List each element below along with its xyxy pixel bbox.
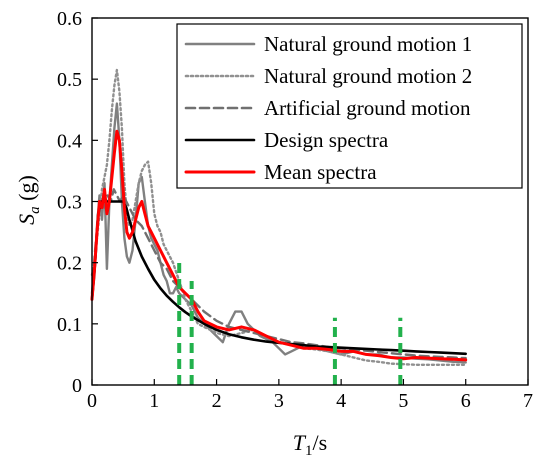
series-line-3: [90, 188, 467, 360]
x-axis-label: T1/s: [293, 430, 327, 459]
x-tick-label: 3: [274, 390, 284, 412]
y-tick-label: 0.5: [57, 69, 82, 91]
y-tick-label: 0.6: [57, 8, 82, 30]
series-line-2: [90, 68, 467, 366]
legend-label-3: Artificial ground motion: [264, 96, 471, 120]
period-marker-layer: [177, 262, 403, 385]
y-axis-label: Sa (g): [14, 175, 43, 225]
legend-label-4: Design spectra: [264, 128, 389, 152]
x-tick-label: 1: [149, 390, 159, 412]
x-tick-label: 2: [212, 390, 222, 412]
y-tick-label: 0.1: [57, 314, 82, 336]
y-tick-label: 0: [72, 375, 82, 397]
legend-label-1: Natural ground motion 1: [264, 32, 472, 56]
y-tick-label: 0.2: [57, 253, 82, 275]
legend: Natural ground motion 1 Natural ground mo…: [176, 23, 523, 189]
x-tick-label: 6: [461, 390, 471, 412]
y-tick-label: 0.3: [57, 192, 82, 214]
x-tick-label: 5: [398, 390, 408, 412]
legend-box: [176, 23, 523, 189]
legend-label-5: Mean spectra: [264, 160, 377, 184]
x-tick-label: 4: [336, 390, 346, 412]
x-tick-label: 0: [87, 390, 97, 412]
tick-layer: 0 1 2 3 4 5 6 7 0 0.1 0.2 0.3 0.4 0.5 0.6: [57, 8, 533, 412]
y-tick-label: 0.4: [57, 130, 82, 152]
series-line-5: [90, 129, 468, 362]
legend-label-2: Natural ground motion 2: [264, 64, 472, 88]
x-tick-label: 7: [523, 390, 533, 412]
